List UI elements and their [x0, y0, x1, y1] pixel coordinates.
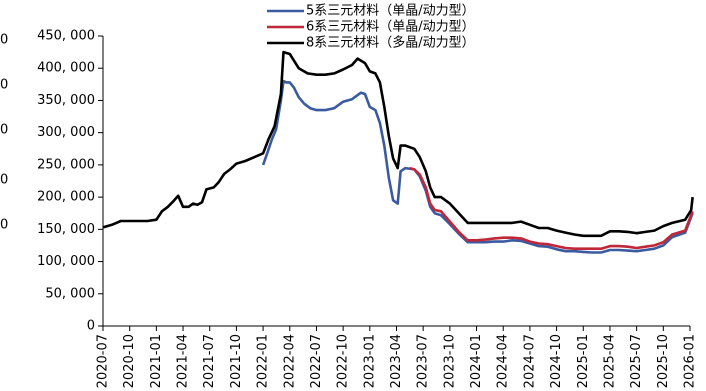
y-tick-label: 0 — [87, 319, 95, 334]
x-tick-label: 2023-04 — [389, 334, 404, 388]
x-tick-label: 2023-10 — [442, 334, 457, 388]
x-tick-label: 2021-10 — [229, 334, 244, 388]
x-tick-label: 2022-04 — [282, 334, 297, 388]
x-tick-label: 2024-01 — [469, 334, 484, 388]
series-line-2 — [409, 166, 694, 250]
x-tick-label: 2024-07 — [522, 334, 537, 388]
legend-label-1: 5系三元材料（单晶/动力型） — [306, 4, 475, 19]
y-tick-label: 250, 000 — [37, 157, 95, 172]
x-tick-label: 2022-10 — [336, 334, 351, 388]
y-tick-label: 200, 000 — [37, 190, 95, 205]
partial-axis-label: 0 — [0, 218, 8, 233]
partial-axis-label: 0 — [0, 173, 8, 188]
left-partial-axis-labels: 0 0 0 0 0 — [0, 33, 8, 233]
x-tick-label: 2022-07 — [309, 334, 324, 388]
y-tick-label: 300, 000 — [37, 125, 95, 140]
x-tick-label: 2024-10 — [549, 334, 564, 388]
y-tick-label: 150, 000 — [37, 222, 95, 237]
series-line-1 — [261, 79, 694, 254]
y-tick-label: 350, 000 — [37, 93, 95, 108]
legend-label-3: 8系三元材料（多晶/动力型） — [306, 35, 475, 51]
legend: 5系三元材料（单晶/动力型）6系三元材料（单晶/动力型）8系三元材料（多晶/动力… — [267, 4, 475, 51]
series-line-3 — [102, 50, 694, 238]
x-tick-label: 2025-04 — [602, 334, 617, 388]
x-tick-label: 2022-01 — [256, 334, 271, 388]
partial-axis-label: 0 — [0, 33, 8, 48]
x-tick-label: 2021-07 — [202, 334, 217, 388]
x-tick-label: 2021-04 — [176, 334, 191, 388]
x-tick-label: 2025-07 — [629, 334, 644, 388]
x-tick-label: 2020-10 — [122, 334, 137, 388]
legend-label-2: 6系三元材料（单晶/动力型） — [306, 20, 475, 35]
x-tick-label: 2026-01 — [683, 334, 698, 388]
partial-axis-label: 0 — [0, 78, 8, 93]
x-tick-label: 2023-07 — [416, 334, 431, 388]
x-axis: 2020-07 2020-10 2021-01 2021-04 2021-07 2021-… — [96, 325, 698, 388]
x-tick-label: 2021-01 — [149, 334, 164, 388]
x-tick-label: 2025-10 — [656, 334, 671, 388]
y-tick-label: 50, 000 — [45, 286, 95, 301]
y-axis: 0 50, 000 100, 000 150, 000 200, 000 250, 000… — [37, 29, 104, 334]
x-tick-label: 2020-07 — [96, 334, 111, 388]
y-tick-label: 450, 000 — [37, 29, 95, 44]
x-tick-label: 2023-01 — [362, 334, 377, 388]
partial-axis-label: 0 — [0, 123, 8, 138]
y-tick-label: 400, 000 — [37, 61, 95, 76]
x-tick-label: 2024-04 — [496, 334, 511, 388]
plot-area — [102, 50, 694, 254]
x-tick-label: 2025-01 — [576, 334, 591, 388]
y-tick-label: 100, 000 — [37, 254, 95, 269]
